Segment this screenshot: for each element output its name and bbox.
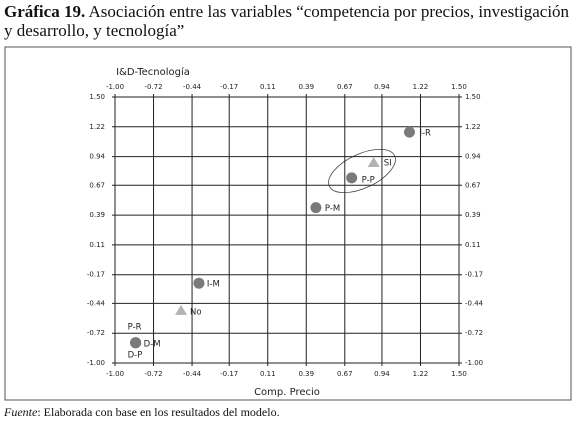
y-tick-label: -0.44: [87, 299, 106, 307]
x-tick-label: 0.11: [260, 83, 276, 91]
y-axis-title: I&D-Tecnología: [116, 66, 190, 78]
point: [346, 172, 358, 184]
x-tick-label: -0.17: [220, 83, 238, 91]
y-tick-label: 0.11: [89, 241, 105, 249]
title-text: Asociación entre las variables “competen…: [4, 2, 570, 40]
y-tick-label: -0.17: [87, 271, 105, 279]
y-tick-label: 0.67: [89, 181, 105, 189]
x-tick-label: -1.00: [106, 83, 124, 91]
x-tick-label: 0.39: [298, 83, 314, 91]
x-tick-label: 0.67: [337, 370, 353, 378]
y-tick-label: 0.39: [89, 211, 105, 219]
x-tick-label: -1.00: [106, 370, 124, 378]
point-label: P-P: [362, 175, 375, 185]
y-tick-label: 1.22: [89, 123, 105, 131]
x-tick-label: -0.72: [144, 83, 162, 91]
x-tick-label: 1.50: [451, 83, 467, 91]
point: [403, 126, 415, 138]
x-tick-label: 0.11: [260, 370, 276, 378]
y-tick-label: 1.50: [89, 93, 105, 101]
y-tick-label: 0.94: [465, 153, 481, 161]
chart-frame: [4, 46, 572, 401]
y-tick-label: -1.00: [465, 359, 483, 367]
title: Gráfica 19. Asociación entre las variabl…: [4, 2, 572, 40]
footer-text: : Elaborada con base en los resultados d…: [37, 405, 280, 419]
x-tick-label: -0.72: [144, 370, 162, 378]
title-number: Gráfica 19.: [4, 2, 86, 21]
y-tick-label: 0.94: [89, 153, 105, 161]
point-label: No: [190, 307, 202, 317]
x-tick-label: 0.39: [298, 370, 314, 378]
x-tick-label: 1.22: [413, 370, 429, 378]
point-triangle: [175, 304, 188, 315]
x-tick-label: 0.67: [337, 83, 353, 91]
source-label: Fuente: [4, 405, 38, 419]
point-label: D-M: [144, 339, 161, 349]
x-tick-label: -0.17: [220, 370, 238, 378]
x-tick-label: 0.94: [374, 83, 390, 91]
point-label: I-R: [419, 129, 431, 139]
y-tick-label: 0.67: [465, 181, 481, 189]
y-tick-label: -0.17: [465, 271, 483, 279]
point: [130, 337, 142, 349]
point-label: P-R: [128, 322, 142, 332]
point: [310, 202, 322, 214]
y-tick-label: 1.50: [465, 93, 481, 101]
point-label: P-M: [325, 204, 340, 214]
x-tick-label: -0.44: [183, 83, 202, 91]
x-tick-label: 1.50: [451, 370, 467, 378]
y-tick-label: -0.44: [465, 299, 484, 307]
y-tick-label: 0.39: [465, 211, 481, 219]
x-tick-label: 1.22: [413, 83, 429, 91]
x-tick-label: -0.44: [183, 370, 202, 378]
y-tick-label: 1.22: [465, 123, 481, 131]
point-triangle: [367, 156, 380, 167]
point-label: I-M: [207, 280, 220, 290]
x-tick-label: 0.94: [374, 370, 390, 378]
y-tick-label: 0.11: [465, 241, 481, 249]
y-tick-label: -1.00: [87, 359, 105, 367]
point-label: SI: [384, 158, 392, 168]
point: [193, 277, 205, 289]
group-ellipse: [328, 148, 396, 194]
y-tick-label: -0.72: [465, 329, 483, 337]
y-tick-label: -0.72: [87, 329, 105, 337]
footer: Fuente: Elaborada con base en los result…: [4, 405, 280, 420]
point-label: D-P: [128, 350, 143, 360]
x-axis-title: Comp. Precio: [254, 387, 320, 398]
